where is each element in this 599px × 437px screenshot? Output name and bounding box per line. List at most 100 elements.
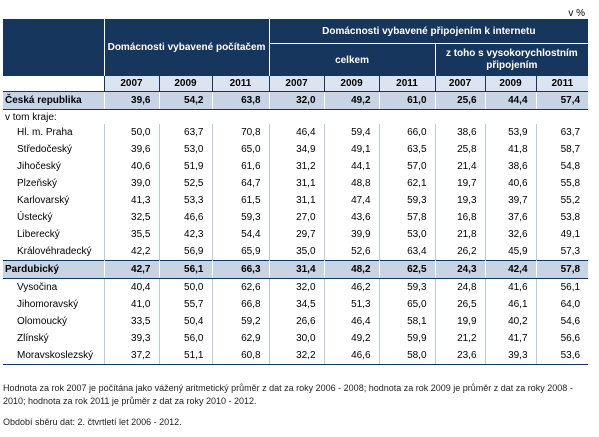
value-cell: 38,6 xyxy=(484,158,537,175)
value-cell: 39,7 xyxy=(484,192,537,209)
value-cell: 63,4 xyxy=(378,243,436,261)
footnote: Hodnota za rok 2007 je počítána jako váž… xyxy=(3,383,573,406)
value-cell: 32,0 xyxy=(268,278,325,296)
value-cell: 65,0 xyxy=(378,296,436,313)
value-cell: 25,8 xyxy=(434,141,486,158)
table-row: Hl. m. Praha 50,0 63,7 70,8 46,4 59,4 66,0 38,6… xyxy=(3,124,589,141)
value-cell: 46,6 xyxy=(323,347,380,365)
table-row: Středočeský 39,6 53,0 65,0 34,9 49,1 63,5 25,8 4… xyxy=(3,141,589,158)
value-cell: 60,8 xyxy=(211,347,270,365)
value-cell: 32,5 xyxy=(103,209,159,226)
value-cell: 59,3 xyxy=(378,278,436,296)
value-cell: 58,1 xyxy=(378,313,436,330)
table-row: Královéhradecký 42,2 56,9 65,9 35,0 52,6 63,4 2… xyxy=(3,243,589,261)
value-cell: 66,3 xyxy=(211,260,270,279)
value-cell: 63,7 xyxy=(535,124,589,141)
year-header: 2007 xyxy=(434,76,486,92)
value-cell: 41,7 xyxy=(484,330,537,347)
value-cell: 39,6 xyxy=(103,91,159,110)
value-cell: 46,2 xyxy=(323,278,380,296)
value-cell: 55,8 xyxy=(535,175,589,192)
value-cell: 61,6 xyxy=(211,158,270,175)
row-label: Ústecký xyxy=(17,212,53,223)
value-cell: 33,5 xyxy=(103,313,159,330)
value-cell: 61,5 xyxy=(211,192,270,209)
year-blank-cell xyxy=(3,76,104,92)
value-cell: 24,3 xyxy=(434,260,486,279)
value-cell: 21,4 xyxy=(434,158,486,175)
value-cell: 64,0 xyxy=(535,296,589,313)
value-cell: 56,1 xyxy=(535,278,589,296)
value-cell: 56,0 xyxy=(158,330,212,347)
row-label: Jihomoravský xyxy=(17,299,79,310)
row-label: Česká republika xyxy=(3,91,104,110)
table-row: Ústecký 32,5 46,6 59,3 27,0 43,6 57,8 16,8 37,6 5… xyxy=(3,209,589,226)
value-cell: 56,6 xyxy=(535,330,589,347)
value-cell: 39,3 xyxy=(484,347,537,365)
year-header: 2011 xyxy=(535,76,589,92)
value-cell: 42,3 xyxy=(158,226,212,243)
value-cell: 16,8 xyxy=(434,209,486,226)
value-cell: 49,2 xyxy=(323,330,380,347)
value-cell: 31,2 xyxy=(268,158,325,175)
table-row: Karlovarský 41,3 53,3 61,5 31,1 47,4 59,3 19,3 3… xyxy=(3,192,589,209)
value-cell: 46,4 xyxy=(323,313,380,330)
value-cell: 32,2 xyxy=(268,347,325,365)
header-internet-broadband: z toho s vysokorychlostním připojením xyxy=(434,43,589,76)
value-cell: 31,4 xyxy=(268,260,325,279)
value-cell: 63,7 xyxy=(158,124,212,141)
region-note-row: v tom kraje: xyxy=(3,110,588,125)
value-cell: 59,3 xyxy=(378,192,436,209)
value-cell: 32,0 xyxy=(268,91,325,110)
table-row: Plzeňský 39,0 52,5 64,7 31,1 48,8 62,1 19,7 40,6… xyxy=(3,175,589,192)
value-cell: 42,7 xyxy=(103,260,159,279)
year-header: 2011 xyxy=(211,76,270,92)
table-row: Jihočeský 40,6 51,9 61,6 31,2 44,1 57,0 21,4 38,… xyxy=(3,158,589,175)
header-computer-group: Domácnosti vybavené počítačem xyxy=(103,19,270,76)
value-cell: 65,0 xyxy=(211,141,270,158)
value-cell: 31,1 xyxy=(268,175,325,192)
value-cell: 46,1 xyxy=(484,296,537,313)
value-cell: 40,6 xyxy=(484,175,537,192)
year-header: 2011 xyxy=(378,76,436,92)
statistics-table: Domácnosti vybavené počítačem Domácnosti… xyxy=(3,19,589,365)
value-cell: 29,7 xyxy=(268,226,325,243)
value-cell: 35,5 xyxy=(103,226,159,243)
row-label: Liberecký xyxy=(17,229,60,240)
row-label: Středočeský xyxy=(17,144,73,155)
value-cell: 48,8 xyxy=(323,175,380,192)
year-header: 2007 xyxy=(268,76,325,92)
value-cell: 54,8 xyxy=(535,158,589,175)
data-period-note: Období sběru dat: 2. čtvrtletí let 2006 … xyxy=(3,417,182,427)
value-cell: 70,8 xyxy=(211,124,270,141)
value-cell: 55,2 xyxy=(535,192,589,209)
table-row: Vysočina 40,4 50,0 62,6 32,0 46,2 59,3 24,8 41,6… xyxy=(3,278,589,296)
row-label: Olomoucký xyxy=(17,316,68,327)
value-cell: 53,9 xyxy=(484,124,537,141)
value-cell: 21,2 xyxy=(434,330,486,347)
header-blank-cell xyxy=(3,19,104,76)
table-row: Jihomoravský 41,0 55,7 66,8 34,5 51,3 65,0 26,5… xyxy=(3,296,589,313)
value-cell: 41,3 xyxy=(103,192,159,209)
row-label: Karlovarský xyxy=(17,195,70,206)
value-cell: 57,3 xyxy=(535,243,589,261)
value-cell: 42,2 xyxy=(103,243,159,261)
row-label: Plzeňský xyxy=(17,178,58,189)
value-cell: 44,4 xyxy=(484,91,537,110)
value-cell: 59,4 xyxy=(323,124,380,141)
value-cell: 39,6 xyxy=(103,141,159,158)
value-cell: 52,6 xyxy=(323,243,380,261)
value-cell: 39,3 xyxy=(103,330,159,347)
value-cell: 62,1 xyxy=(378,175,436,192)
value-cell: 34,5 xyxy=(268,296,325,313)
value-cell: 62,9 xyxy=(211,330,270,347)
row-label: Zlínský xyxy=(17,333,49,344)
value-cell: 51,3 xyxy=(323,296,380,313)
value-cell: 47,4 xyxy=(323,192,380,209)
value-cell: 44,1 xyxy=(323,158,380,175)
table-row: Olomoucký 33,5 50,4 59,2 26,6 46,4 58,1 19,9 40,… xyxy=(3,313,589,330)
value-cell: 57,8 xyxy=(535,260,589,279)
value-cell: 40,2 xyxy=(484,313,537,330)
year-header: 2007 xyxy=(103,76,159,92)
value-cell: 23,6 xyxy=(434,347,486,365)
